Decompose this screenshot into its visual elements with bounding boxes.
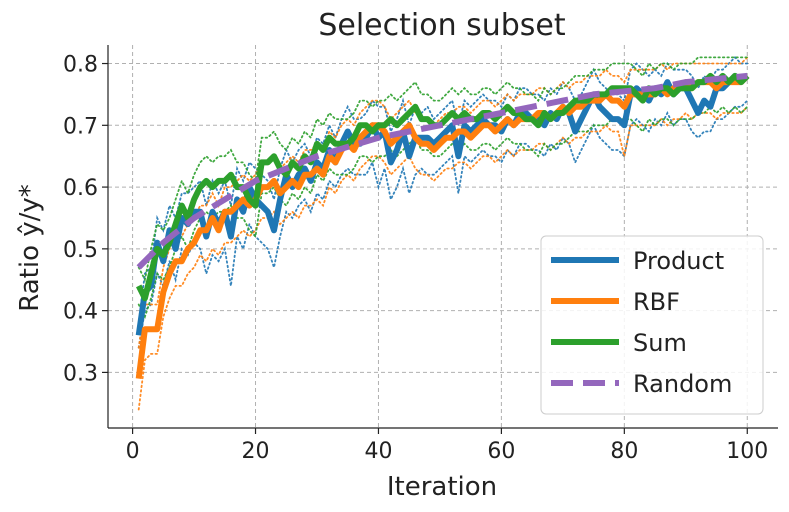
legend-box — [540, 235, 764, 415]
legend-label: Random — [633, 370, 732, 398]
x-axis-ticks: 0 20 40 60 80 100 — [126, 428, 768, 464]
legend-label: Sum — [633, 329, 687, 357]
series-line-random — [136, 72, 748, 270]
y-axis-ticks: 0.3 0.4 0.5 0.6 0.7 0.8 — [63, 53, 108, 386]
x-tick-label: 100 — [726, 439, 768, 464]
x-tick-label: 80 — [610, 439, 638, 464]
min-max-band-lines — [137, 56, 749, 411]
x-tick-label: 40 — [364, 439, 392, 464]
series-band-hi-sum — [137, 56, 749, 283]
legend: Product RBF Sum Random — [540, 235, 764, 415]
series-band-hi-product — [137, 56, 749, 324]
series-lines — [135, 72, 750, 379]
axes — [107, 45, 778, 429]
y-tick-label: 0.5 — [63, 238, 98, 263]
chart-title: Selection subset — [318, 8, 566, 43]
x-axis-label: Iteration — [387, 472, 497, 502]
y-tick-label: 0.7 — [63, 114, 98, 139]
y-tick-label: 0.6 — [63, 176, 98, 201]
y-tick-label: 0.4 — [63, 300, 98, 325]
legend-label: Product — [633, 247, 724, 275]
y-tick-label: 0.8 — [63, 53, 98, 78]
y-tick-label: 0.3 — [63, 361, 98, 386]
series-band-lo-product — [137, 99, 749, 349]
x-tick-label: 20 — [242, 439, 270, 464]
x-tick-label: 0 — [126, 439, 140, 464]
legend-label: RBF — [633, 288, 680, 316]
x-tick-label: 60 — [487, 439, 515, 464]
series-band-lo-sum — [137, 105, 749, 320]
y-axis-label: Ratio ŷ/y* — [15, 184, 45, 312]
